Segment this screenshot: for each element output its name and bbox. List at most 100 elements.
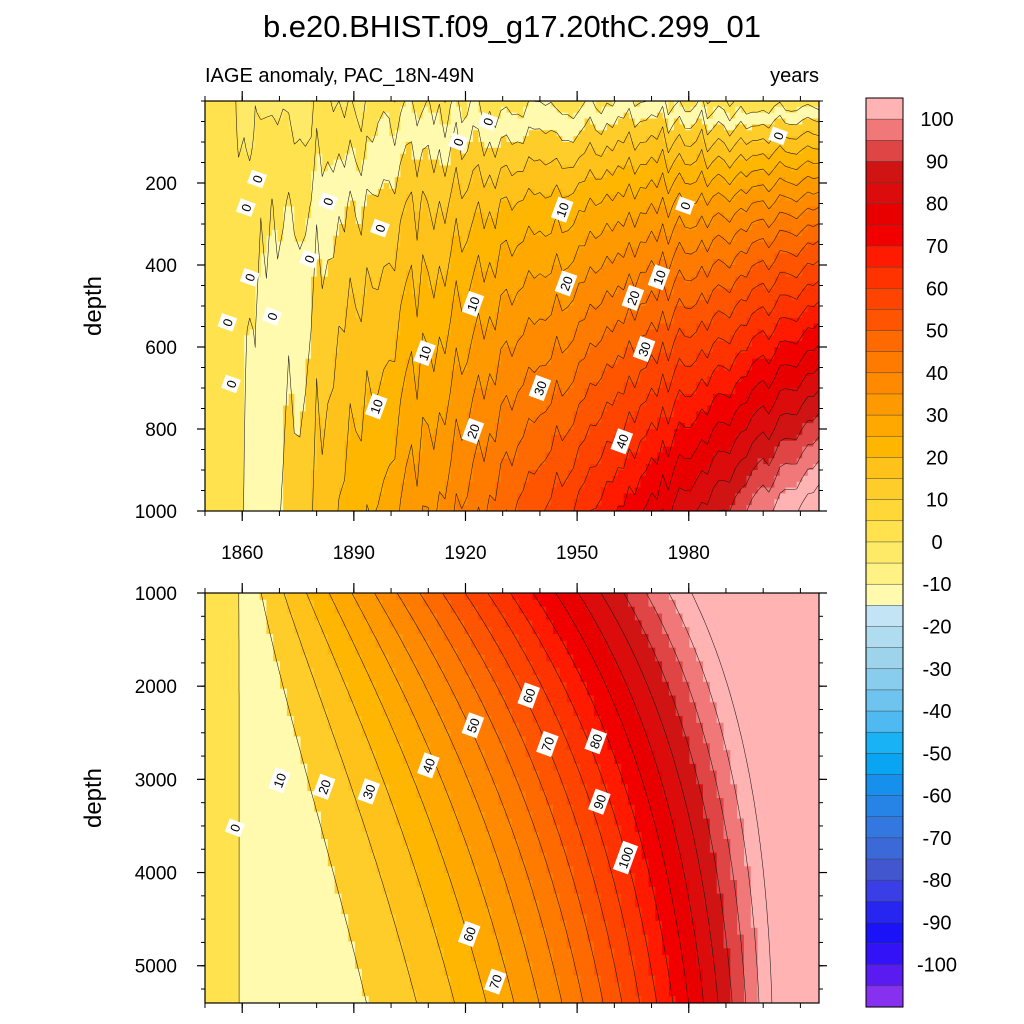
- contour-cell: [606, 241, 614, 249]
- contour-cell: [752, 265, 759, 272]
- contour-cell: [428, 364, 435, 372]
- contour-cell: [484, 130, 491, 137]
- contour-cell: [411, 341, 418, 348]
- contour-cell: [216, 347, 223, 354]
- contour-cell: [433, 153, 441, 161]
- contour-cell: [523, 259, 530, 266]
- contour-cell: [584, 253, 591, 260]
- contour-cell: [249, 101, 256, 108]
- contour-cell: [551, 136, 558, 143]
- contour-cell: [428, 247, 435, 254]
- contour-cell: [539, 136, 547, 143]
- contour-cell: [629, 335, 636, 342]
- contour-cell: [283, 352, 290, 360]
- contour-cell: [350, 200, 357, 208]
- contour-cell: [718, 358, 725, 366]
- contour-cell: [445, 282, 452, 290]
- contour-cell: [551, 294, 558, 301]
- contour-cell: [350, 177, 357, 184]
- contour-cell: [651, 206, 658, 213]
- contour-cell: [472, 265, 480, 272]
- contour-cell: [445, 235, 452, 243]
- contour-cell: [528, 259, 535, 266]
- contour-cell: [417, 335, 424, 342]
- contour-cell: [216, 294, 223, 301]
- contour-cell: [478, 147, 485, 155]
- contour-cell: [657, 153, 664, 161]
- contour-cell: [651, 188, 658, 196]
- contour-cell: [556, 106, 563, 114]
- contour-cell: [378, 294, 385, 301]
- contour-cell: [338, 253, 346, 260]
- contour-cell: [618, 136, 625, 143]
- contour-cell: [662, 142, 669, 149]
- contour-cell: [673, 101, 681, 108]
- contour-cell: [629, 323, 636, 331]
- contour-cell: [584, 265, 591, 272]
- contour-cell: [791, 206, 798, 213]
- contour-cell: [595, 106, 602, 114]
- contour-cell: [305, 335, 312, 342]
- contour-cell: [618, 335, 625, 342]
- contour-cell: [752, 282, 759, 290]
- contour-cell: [629, 253, 636, 260]
- contour-cell: [645, 171, 653, 178]
- contour-cell: [355, 341, 362, 348]
- contour-cell: [316, 188, 323, 196]
- contour-cell: [484, 352, 491, 360]
- contour-cell: [344, 142, 351, 149]
- contour-cell: [210, 282, 217, 290]
- contour-cell: [562, 130, 569, 137]
- contour-cell: [757, 352, 764, 360]
- contour-cell: [506, 194, 513, 202]
- contour-cell: [484, 300, 491, 307]
- contour-cell: [411, 171, 418, 178]
- contour-cell: [690, 218, 697, 225]
- contour-cell: [361, 247, 368, 254]
- contour-cell: [316, 265, 323, 272]
- contour-cell: [238, 136, 245, 143]
- contour-cell: [651, 323, 658, 331]
- contour-cell: [294, 341, 301, 348]
- contour-cell: [774, 288, 781, 295]
- contour-cell: [601, 159, 608, 167]
- contour-cell: [735, 177, 742, 184]
- contour-cell: [673, 118, 681, 126]
- contour-cell: [288, 294, 295, 301]
- contour-cell: [495, 265, 502, 272]
- contour-cell: [757, 288, 764, 295]
- contour-cell: [774, 329, 781, 336]
- contour-cell: [327, 335, 334, 342]
- contour-cell: [662, 136, 669, 143]
- contour-cell: [651, 101, 658, 108]
- contour-cell: [512, 165, 519, 172]
- contour-cell: [361, 317, 368, 325]
- contour-cell: [528, 183, 535, 190]
- contour-cell: [740, 294, 748, 301]
- contour-cell: [344, 265, 351, 272]
- contour-cell: [472, 229, 480, 237]
- contour-cell: [562, 159, 569, 167]
- contour-cell: [478, 106, 485, 114]
- contour-cell: [640, 358, 647, 366]
- contour-cell: [601, 124, 608, 131]
- contour-cell: [227, 247, 234, 254]
- contour-cell: [244, 112, 251, 120]
- contour-cell: [467, 241, 474, 249]
- contour-cell: [361, 136, 368, 143]
- contour-cell: [378, 317, 385, 325]
- contour-cell: [394, 265, 401, 272]
- contour-cell: [472, 188, 480, 196]
- contour-cell: [249, 352, 256, 360]
- contour-cell: [645, 241, 653, 249]
- contour-cell: [472, 200, 480, 208]
- contour-cell: [266, 294, 273, 301]
- contour-cell: [707, 142, 714, 149]
- contour-cell: [411, 311, 418, 319]
- contour-cell: [478, 329, 485, 336]
- contour-cell: [344, 335, 351, 342]
- contour-cell: [768, 241, 775, 249]
- contour-cell: [489, 282, 496, 290]
- contour-cell: [506, 171, 513, 178]
- contour-cell: [255, 112, 262, 120]
